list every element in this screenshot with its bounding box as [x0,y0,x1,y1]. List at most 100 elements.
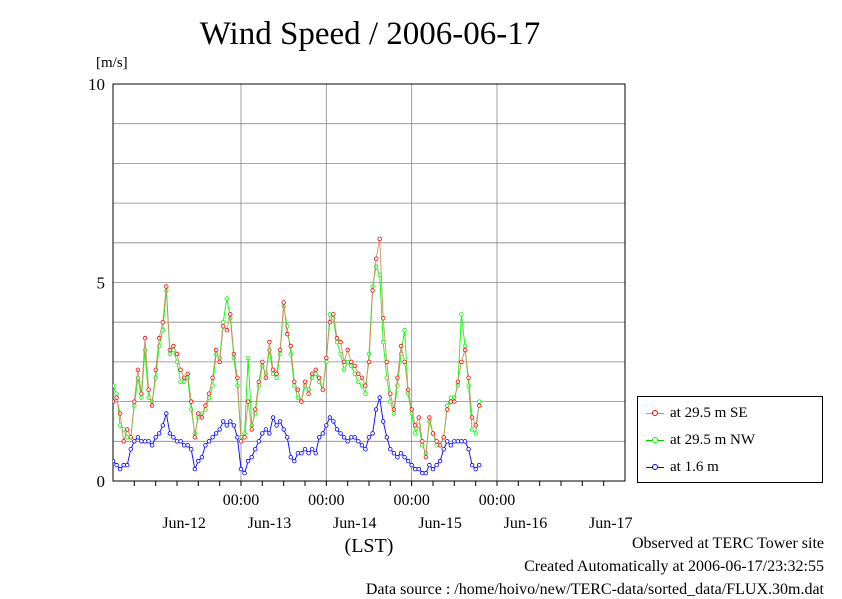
data-point [356,439,361,444]
data-point [466,447,471,452]
data-point [206,391,212,396]
data-point [121,439,126,444]
data-point [445,439,450,444]
data-point [238,466,244,472]
x-tick-time-label: 00:00 [479,492,515,509]
data-point [388,391,393,396]
data-point [459,359,464,365]
data-point [242,470,247,476]
data-point [192,466,197,472]
data-point [142,439,148,444]
data-point [363,391,368,396]
data-point [277,347,283,353]
data-point [331,419,336,424]
data-point [434,462,439,468]
data-point [139,439,144,444]
data-point [242,435,247,440]
data-point [121,462,126,468]
data-point [185,371,190,376]
data-point [434,439,439,444]
data-point [299,451,304,456]
data-point [345,359,350,365]
data-point [473,423,478,428]
data-point [477,399,482,404]
data-point [238,439,244,444]
data-point [220,320,226,325]
data-point [381,316,386,321]
data-point [469,415,475,420]
y-tick-label: 0 [97,472,106,491]
data-point [455,439,461,444]
data-point [156,431,162,436]
data-point [270,415,276,420]
data-point [199,455,205,460]
data-point [402,359,407,365]
data-point [231,351,237,357]
data-point [213,347,219,353]
data-point [114,462,119,468]
legend-swatch-se [646,408,664,418]
data-point [405,458,411,464]
data-point [292,379,297,384]
data-point [292,458,297,464]
data-point [359,375,365,380]
data-point [270,367,276,372]
data-point [405,387,411,392]
data-point [149,443,155,448]
data-point [188,447,194,452]
data-point [345,347,350,353]
data-point [469,462,475,468]
footer-source-note: Data source : /home/hoivo/new/TERC-data/… [365,581,824,598]
data-point [160,320,165,325]
data-point [196,411,201,416]
data-point [309,371,315,376]
data-point [416,415,421,420]
data-point [377,236,382,241]
data-point [430,431,436,436]
x-axis-label: (LST) [345,535,394,557]
legend: at 29.5 m SE at 29.5 m NW at 1.6 m [637,396,823,483]
data-point [441,447,446,452]
data-point [245,399,251,404]
data-point [320,431,325,436]
data-point [117,466,123,472]
data-point [349,435,354,440]
data-point [178,439,183,444]
data-point [178,379,183,384]
data-point [398,343,404,349]
data-point [409,462,414,468]
data-point [299,399,304,404]
data-point [235,435,240,440]
data-point [391,407,397,412]
data-point [274,375,279,380]
data-point [260,431,265,436]
data-point [220,324,226,329]
data-point [263,427,269,432]
data-point [317,375,322,380]
x-tick-date-label: Jun-12 [162,515,206,532]
data-point [420,439,425,444]
data-point [174,351,180,357]
data-point [466,383,471,388]
data-point [203,443,208,448]
data-point [359,383,365,388]
data-point [430,466,436,472]
data-point [324,423,329,428]
data-point [477,462,482,468]
data-point [363,383,368,388]
data-point [341,367,347,372]
data-point [324,355,329,361]
x-tick-date-label: Jun-14 [333,515,377,532]
data-point [274,371,279,376]
legend-swatch-nw [646,435,664,445]
data-point [142,335,148,341]
data-point [356,371,361,376]
data-point [345,439,350,444]
data-point [341,359,347,365]
data-point [334,427,340,432]
data-point [452,399,457,404]
data-point [370,431,375,436]
data-point [139,391,144,396]
data-point [220,419,226,424]
data-point [352,435,357,440]
